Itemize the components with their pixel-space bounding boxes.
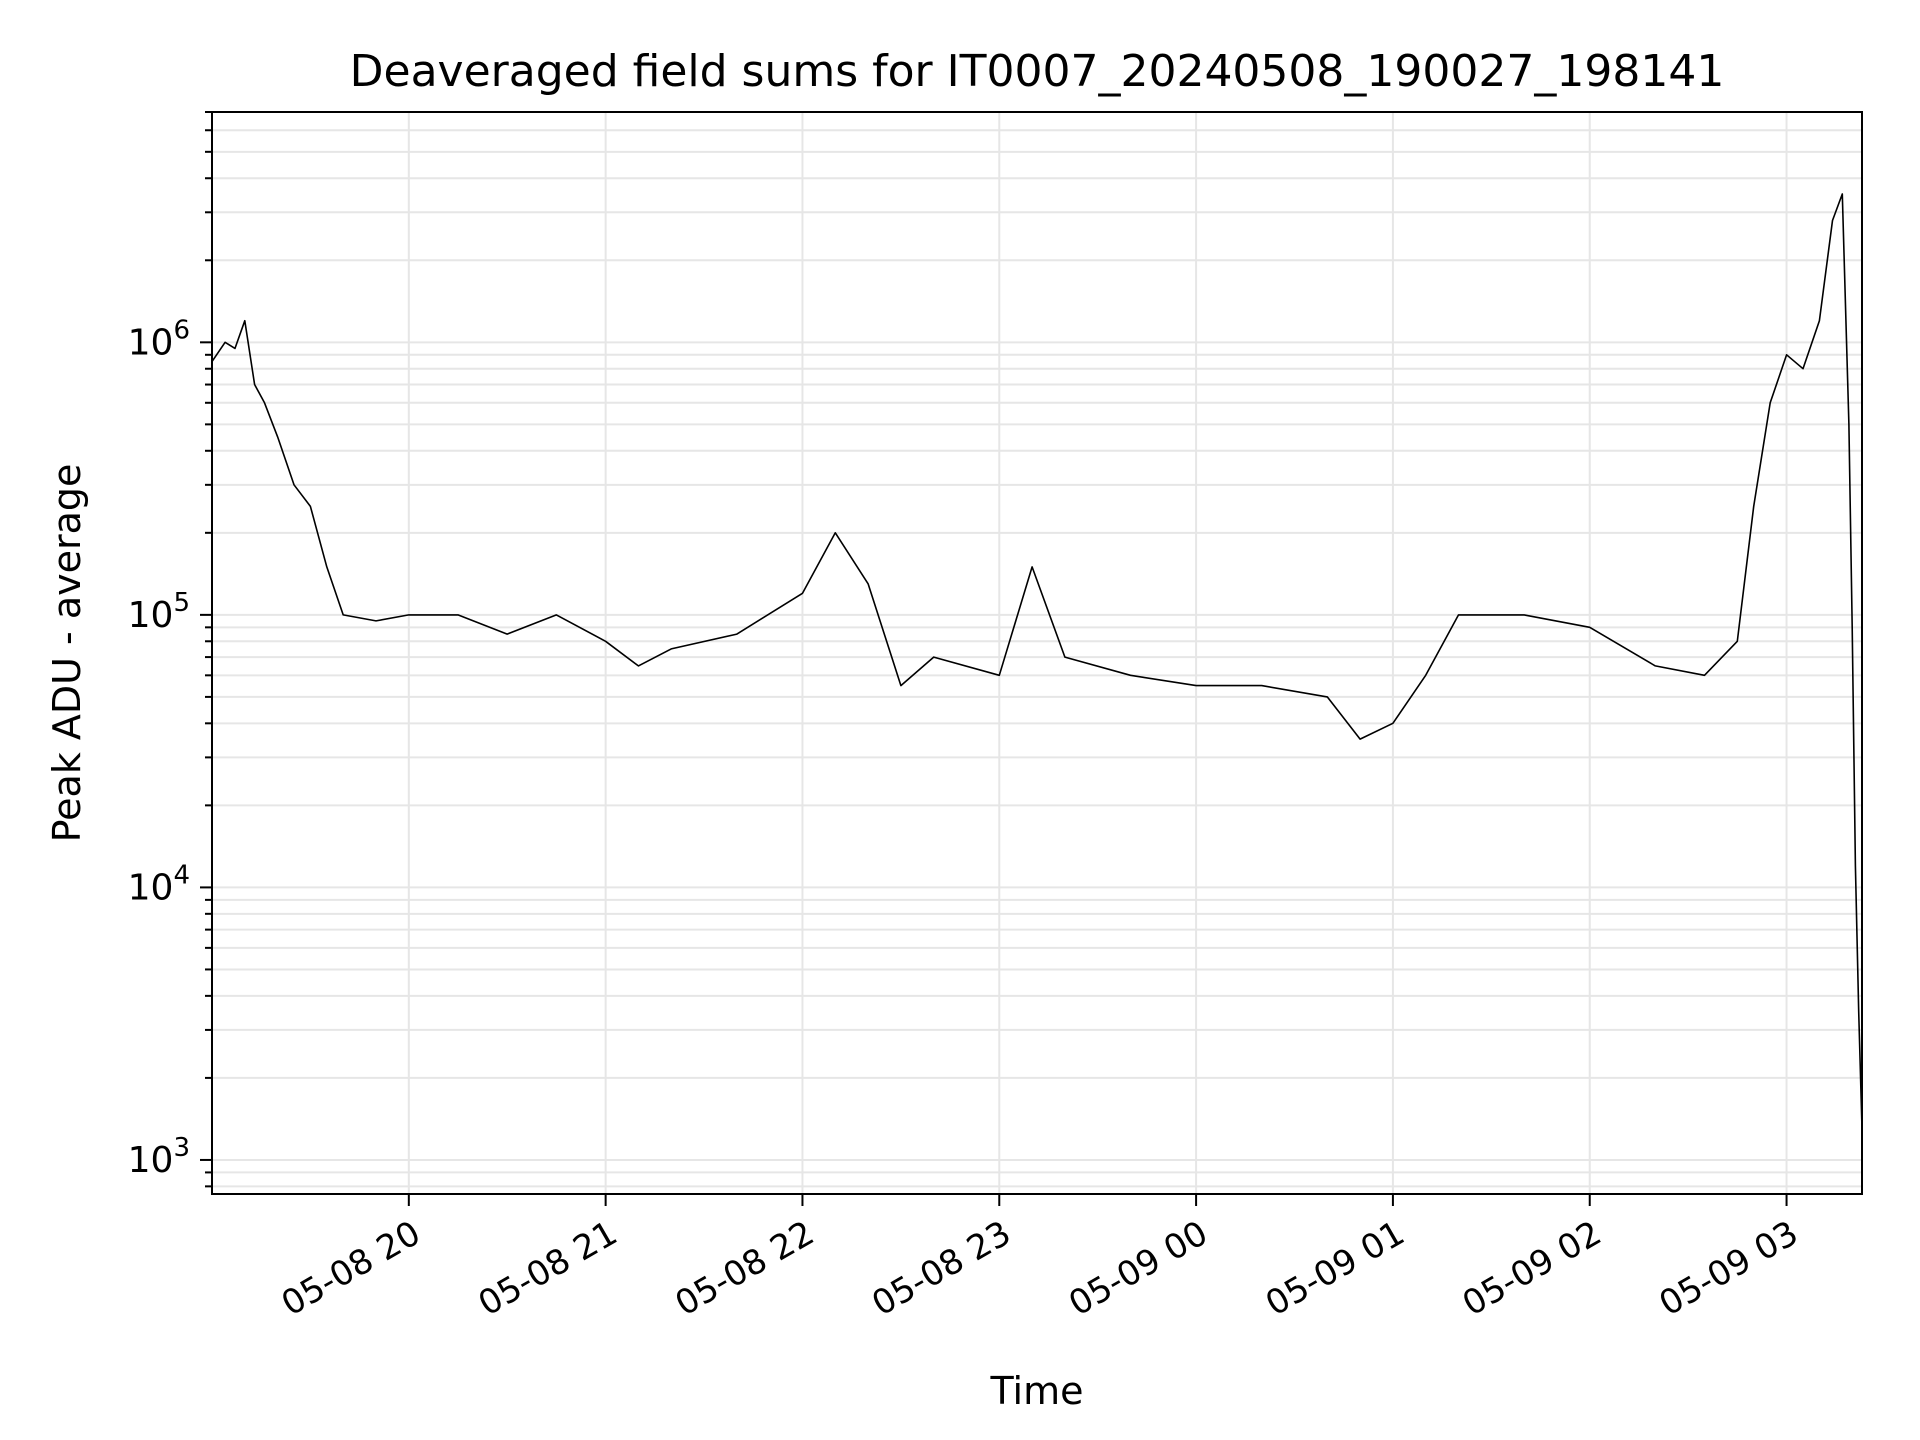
y-tick-label: 105 <box>128 588 190 636</box>
x-axis-label: Time <box>990 1369 1084 1413</box>
y-tick-label: 103 <box>128 1133 190 1181</box>
chart-title: Deaveraged field sums for IT0007_2024050… <box>350 46 1725 97</box>
y-axis-ticks: 103 104 105 106 <box>128 111 212 1188</box>
series-layer <box>211 193 1863 1129</box>
y-axis-label: Peak ADU - average <box>45 464 89 843</box>
y-tick-label: 104 <box>128 860 190 908</box>
grid-layer <box>212 111 1862 1194</box>
series-line <box>211 193 1863 1129</box>
plot-frame <box>211 111 1863 1195</box>
y-tick-label: 106 <box>128 315 190 363</box>
